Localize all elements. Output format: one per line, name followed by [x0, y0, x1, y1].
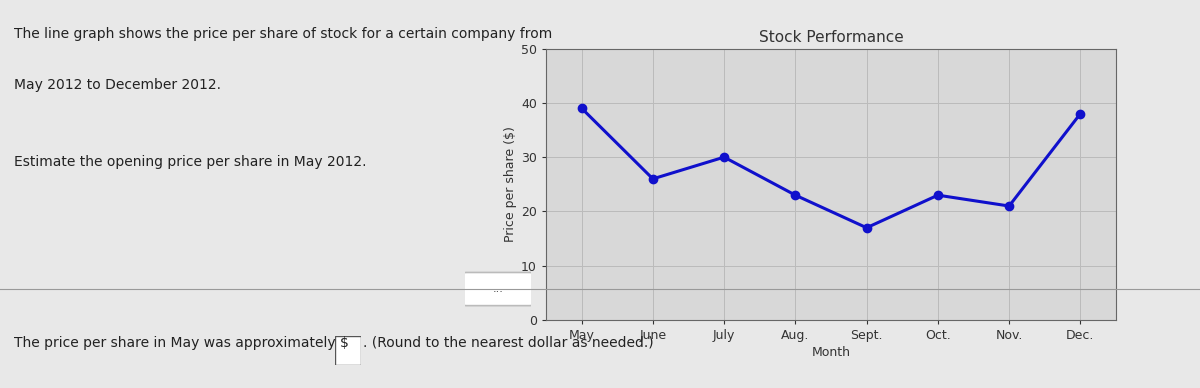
- Text: ...: ...: [492, 284, 504, 294]
- Title: Stock Performance: Stock Performance: [758, 29, 904, 45]
- Text: May 2012 to December 2012.: May 2012 to December 2012.: [14, 78, 222, 92]
- Text: . (Round to the nearest dollar as needed.): . (Round to the nearest dollar as needed…: [364, 336, 654, 350]
- X-axis label: Month: Month: [811, 346, 851, 359]
- FancyBboxPatch shape: [335, 336, 361, 365]
- Text: The line graph shows the price per share of stock for a certain company from: The line graph shows the price per share…: [14, 27, 553, 41]
- FancyBboxPatch shape: [463, 272, 533, 306]
- Text: Estimate the opening price per share in May 2012.: Estimate the opening price per share in …: [14, 155, 367, 169]
- Text: The price per share in May was approximately $: The price per share in May was approxima…: [14, 336, 349, 350]
- Y-axis label: Price per share ($): Price per share ($): [504, 126, 517, 242]
